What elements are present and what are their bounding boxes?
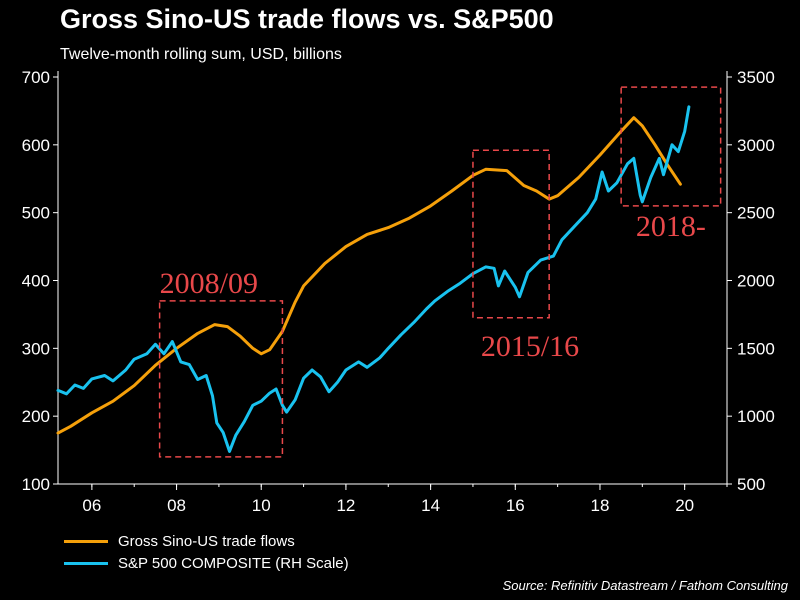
y-tick-label-left: 500 [22,204,50,223]
y-tick-label-right: 500 [737,475,765,494]
source-note: Source: Refinitiv Datastream / Fathom Co… [502,578,788,593]
sp500-line [56,105,691,453]
y-tick-label-left: 600 [22,136,50,155]
x-tick-label: 14 [421,496,440,515]
annotation-label-0: 2008/09 [160,267,258,300]
legend-label-sp500: S&P 500 COMPOSITE (RH Scale) [118,554,349,572]
x-tick-label: 10 [252,496,271,515]
chart-subtitle: Twelve-month rolling sum, USD, billions [60,46,342,63]
legend-label-trade: Gross Sino-US trade flows [118,532,295,550]
legend-swatch-trade [64,539,108,543]
y-tick-label-right: 2000 [737,272,775,291]
annotation-label-1: 2015/16 [481,330,579,363]
y-tick-label-right: 3000 [737,136,775,155]
x-tick-label: 16 [506,496,525,515]
y-tick-label-right: 3500 [737,68,775,87]
y-tick-label-left: 200 [22,407,50,426]
y-tick-label-right: 2500 [737,204,775,223]
legend: Gross Sino-US trade flows S&P 500 COMPOS… [64,530,349,574]
legend-swatch-sp500 [64,561,108,565]
y-tick-label-right: 1500 [737,339,775,358]
x-tick-label: 18 [591,496,610,515]
y-tick-label-left: 100 [22,475,50,494]
x-tick-label: 20 [675,496,694,515]
y-tick-label-left: 700 [22,68,50,87]
legend-item-trade: Gross Sino-US trade flows [64,530,349,552]
annotation-box-1 [472,149,550,319]
trade-flows-line [56,116,682,435]
legend-item-sp500: S&P 500 COMPOSITE (RH Scale) [64,552,349,574]
chart-title: Gross Sino-US trade flows vs. S&P500 [60,4,554,34]
annotation-label-2: 2018- [636,210,706,243]
annotation-box-0 [158,300,284,458]
y-tick-label-left: 400 [22,272,50,291]
x-tick-label: 08 [167,496,186,515]
y-tick-label-left: 300 [22,339,50,358]
y-tick-label-right: 1000 [737,407,775,426]
x-tick-label: 06 [82,496,101,515]
x-tick-label: 12 [336,496,355,515]
